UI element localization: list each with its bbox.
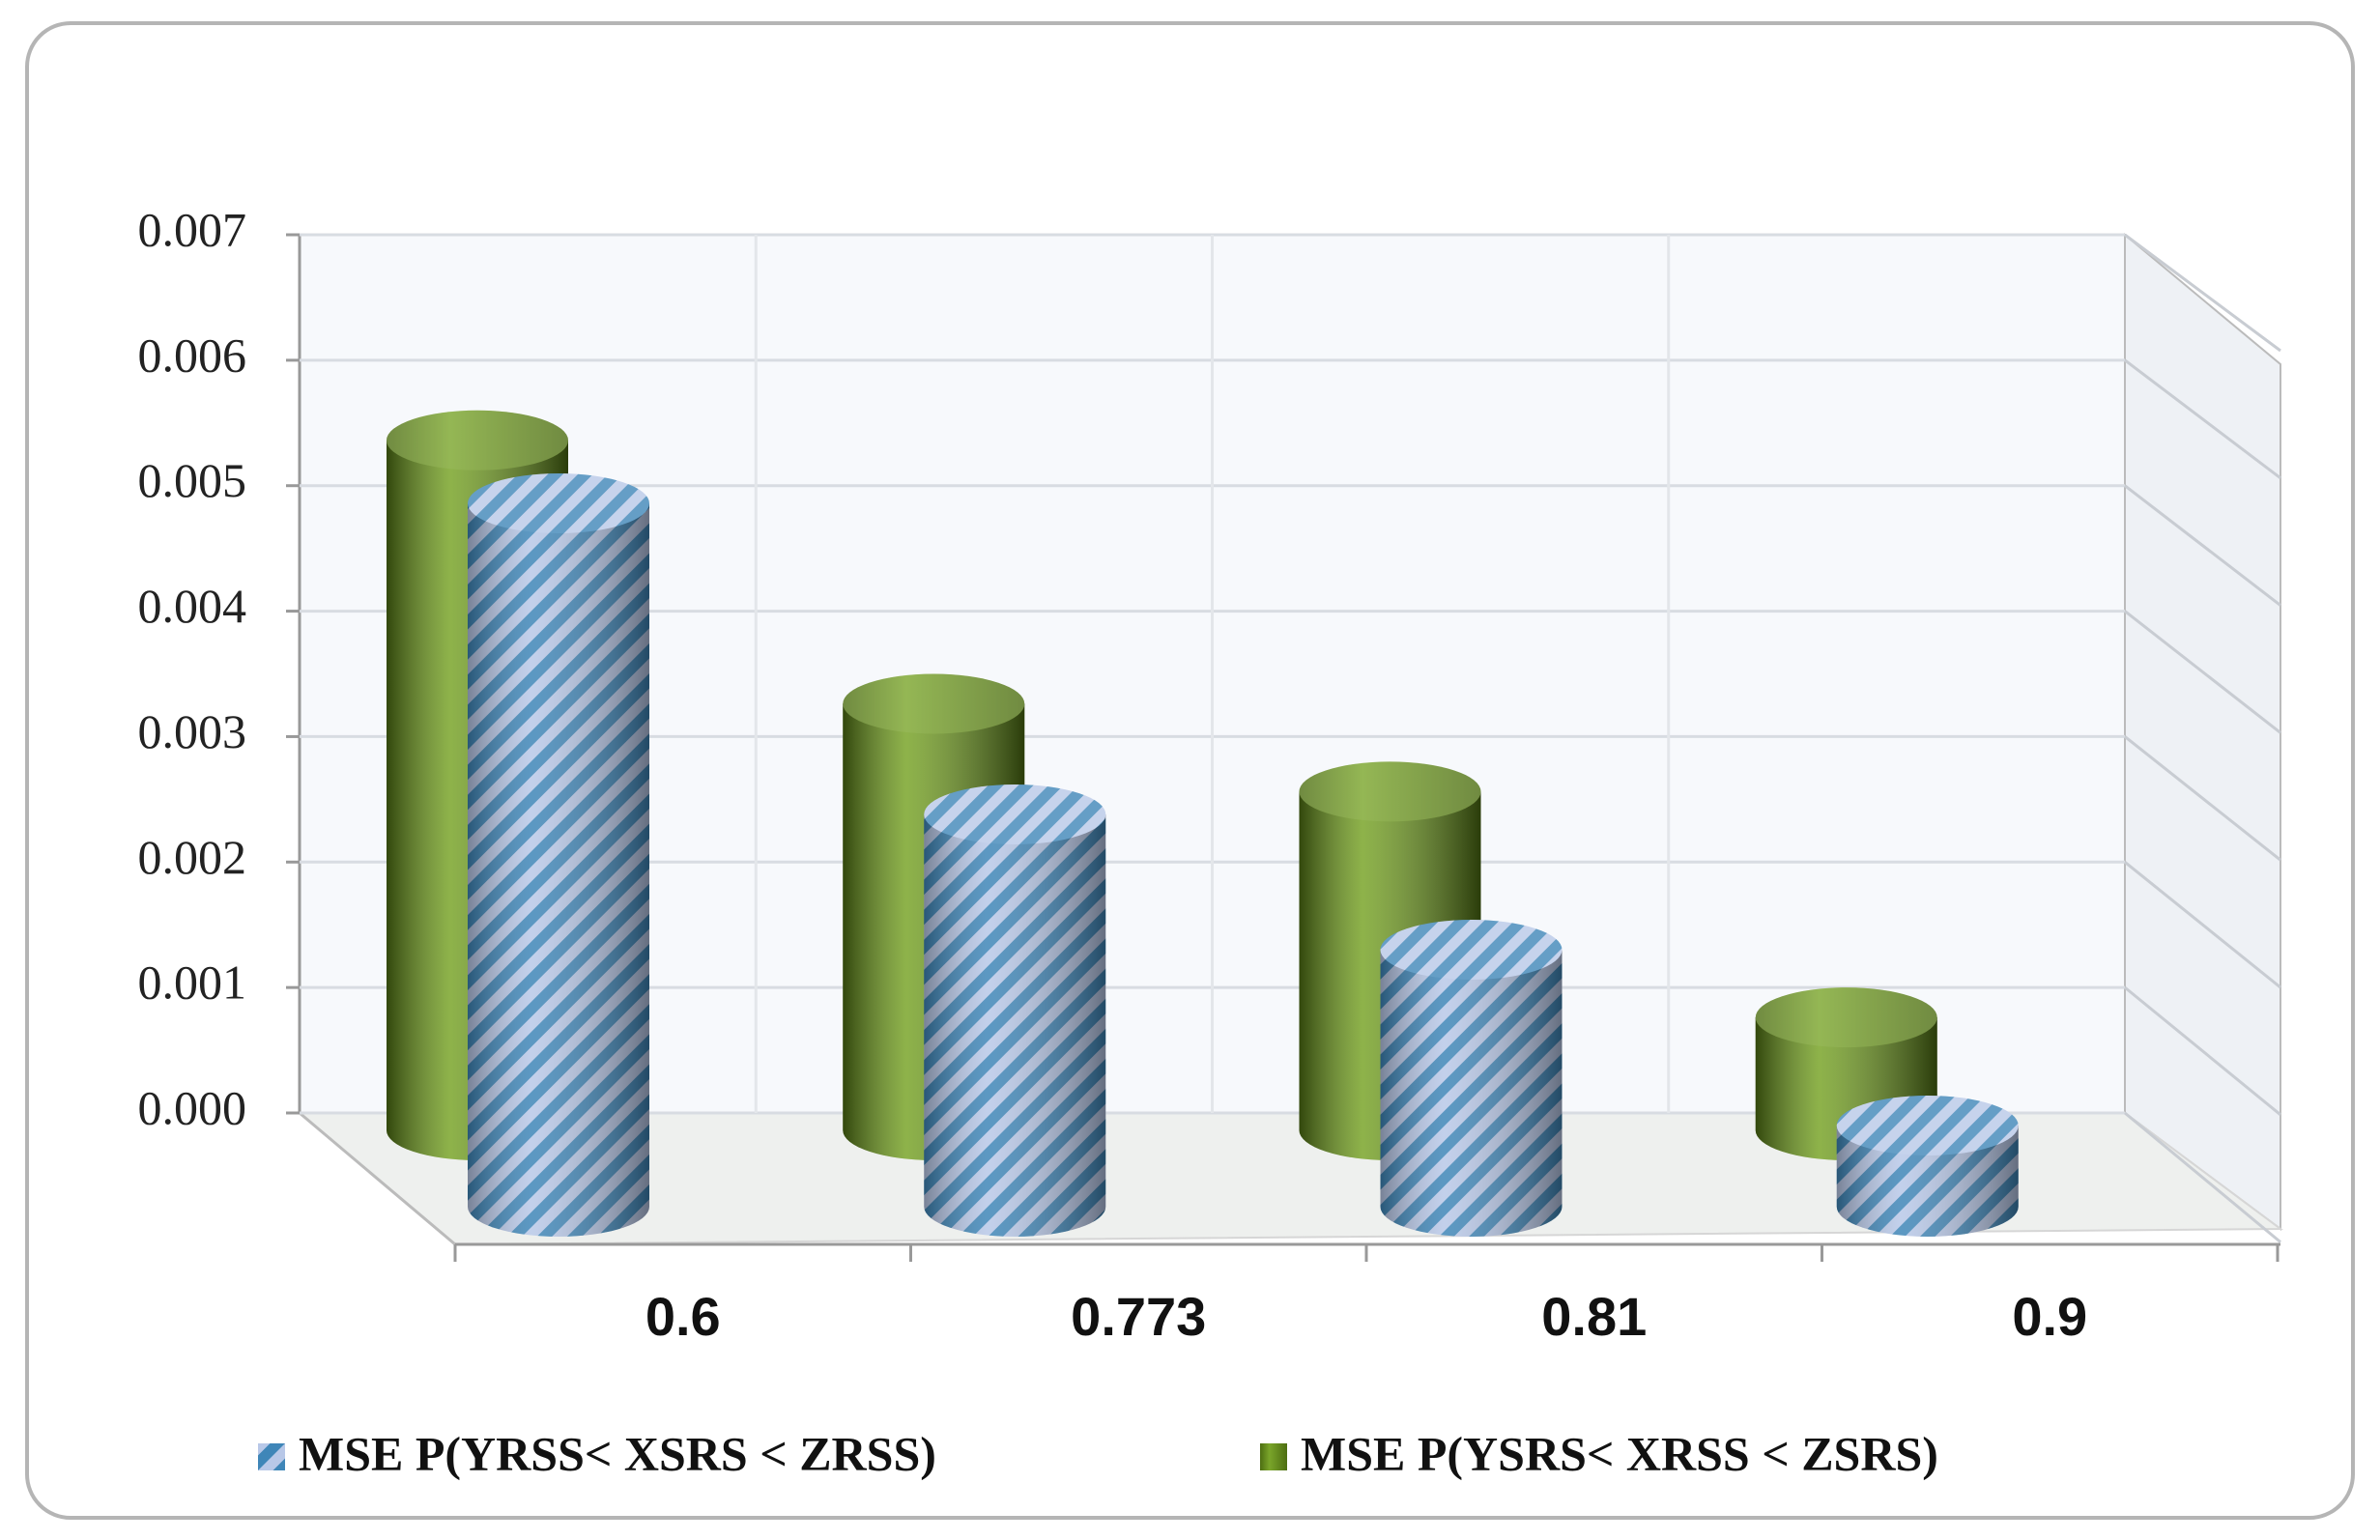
grid-line [2124, 358, 2281, 480]
cylinder-top [468, 473, 649, 533]
grid-line [2124, 484, 2281, 607]
floor-edge [299, 1111, 456, 1246]
grid-line [2124, 985, 2281, 1116]
cylinder-top-light [1380, 920, 1563, 980]
cylinder-top [1299, 761, 1481, 822]
cylinder-top-light [1299, 761, 1481, 822]
cylinder-top [1380, 920, 1563, 980]
grid-line [2124, 861, 2281, 989]
grid-line [2124, 233, 2281, 353]
grid-line [2124, 735, 2281, 862]
cylinder-top [924, 784, 1106, 844]
side-wall [2124, 232, 2281, 1231]
legend-label: MSE P(YRSS< XSRS < ZRSS) [299, 1426, 936, 1480]
cylinder-top [1755, 987, 1937, 1048]
legend-swatch [1260, 1443, 1287, 1470]
cylinder-top-light [1755, 987, 1937, 1048]
cylinder-shade [924, 814, 1106, 1237]
grid-line [2124, 610, 2281, 734]
y-tick-label: 0.001 [138, 955, 247, 1010]
cylinder-shade [1836, 1126, 2019, 1237]
legend-swatch [258, 1443, 285, 1470]
cylinder-top-light [468, 473, 649, 533]
cylinder-top [1836, 1096, 2019, 1155]
cylinder-top-light [924, 784, 1106, 844]
y-tick-label: 0.003 [138, 704, 247, 758]
cylinder-shade [1380, 950, 1563, 1237]
x-tick-label: 0.6 [645, 1286, 721, 1347]
x-tick-label: 0.773 [1071, 1286, 1206, 1347]
cylinder-top [843, 673, 1025, 734]
y-tick-label: 0.005 [138, 453, 247, 507]
legend-label: MSE P(YSRS< XRSS < ZSRS) [1301, 1426, 1938, 1480]
cylinder-top-light [1836, 1096, 2019, 1155]
grid-line [2124, 1111, 2281, 1243]
cylinder-top-light [843, 673, 1025, 734]
y-tick-label: 0.000 [138, 1080, 247, 1134]
cylinder-top [387, 410, 568, 471]
plot: 0.000 0.001 0.002 0.003 0.004 0.005 0.006 0.007… [138, 202, 2281, 1480]
y-tick-label: 0.004 [138, 579, 247, 633]
cylinder-top-light [387, 410, 568, 471]
y-tick-label: 0.006 [138, 328, 247, 382]
x-tick-label: 0.81 [1541, 1286, 1647, 1347]
y-tick-label: 0.002 [138, 830, 247, 884]
cylinder-shade [468, 503, 649, 1237]
y-tick-label: 0.007 [138, 202, 247, 256]
x-tick-label: 0.9 [2012, 1286, 2087, 1347]
